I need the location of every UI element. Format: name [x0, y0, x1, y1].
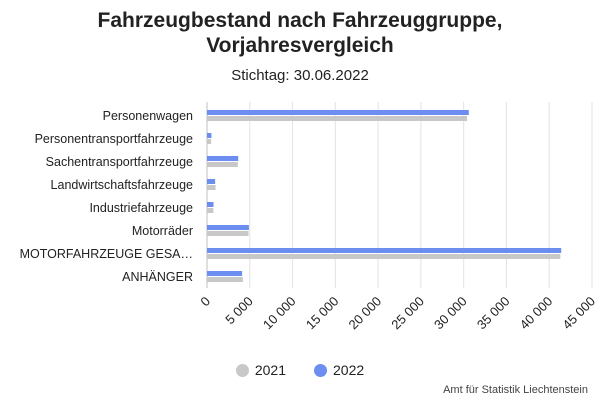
bar-2021[interactable]: [207, 139, 212, 144]
x-tick-label: 5 000: [222, 294, 256, 328]
x-tick-labels: 0 5 000 10 000 15 000 20 000 25 000 30 000 35 0…: [197, 294, 598, 333]
legend-label-2022: 2022: [333, 362, 365, 378]
bar-2022[interactable]: [207, 225, 249, 230]
plot-area: Personenwagen Personentransportfahrzeuge S…: [20, 102, 598, 333]
bar-2021[interactable]: [207, 116, 468, 121]
category-label: Landwirtschaftsfahrzeuge: [51, 178, 193, 192]
category-labels: Personenwagen Personentransportfahrzeuge S…: [20, 109, 193, 284]
x-tick-label: 25 000: [388, 294, 427, 333]
bar-2022[interactable]: [207, 202, 214, 207]
legend-item-2021[interactable]: 2021: [235, 362, 286, 378]
legend-swatch-2021: [235, 363, 249, 377]
x-tick-label: 0: [197, 294, 213, 310]
bar-2021[interactable]: [207, 231, 249, 236]
bar-2022[interactable]: [207, 179, 216, 184]
chart-title-line-2: Vorjahresvergleich: [206, 34, 394, 57]
category-label: Personentransportfahrzeuge: [35, 132, 193, 146]
category-label: Industriefahrzeuge: [89, 201, 193, 215]
x-tick-label: 15 000: [303, 294, 342, 333]
x-tick-label: 35 000: [474, 294, 513, 333]
category-label: Sachentransportfahrzeuge: [46, 155, 193, 169]
category-label: ANHÄNGER: [122, 270, 193, 284]
legend-swatch-2022: [314, 363, 327, 377]
legend: 2021 2022: [0, 362, 600, 378]
chart-subtitle: Stichtag: 30.06.2022: [231, 67, 369, 84]
bar-2021[interactable]: [207, 277, 243, 282]
bar-2022[interactable]: [207, 156, 239, 161]
legend-label-2021: 2021: [254, 362, 286, 378]
credit-text[interactable]: Amt für Statistik Liechtenstein: [443, 384, 588, 396]
x-tick-label: 20 000: [346, 294, 385, 333]
chart-title-line-1: Fahrzeugbestand nach Fahrzeuggruppe,: [97, 9, 503, 32]
bar-2022[interactable]: [207, 133, 212, 138]
x-tick-label: 30 000: [431, 294, 470, 333]
x-tick-label: 10 000: [260, 294, 299, 333]
x-tick-label: 40 000: [517, 294, 556, 333]
grid-lines: [206, 102, 593, 288]
bar-2021[interactable]: [207, 185, 216, 190]
bars: [207, 110, 562, 282]
legend-item-2022[interactable]: 2022: [314, 362, 364, 378]
category-label: Personenwagen: [103, 109, 193, 123]
x-tick-label: 45 000: [559, 294, 598, 333]
bar-2021[interactable]: [207, 254, 561, 259]
bar-2022[interactable]: [207, 248, 562, 253]
bar-2021[interactable]: [207, 162, 238, 167]
category-label: MOTORFAHRZEUGE GESA…: [20, 247, 193, 261]
category-label: Motorräder: [132, 224, 193, 238]
bar-2022[interactable]: [207, 110, 469, 115]
bar-2021[interactable]: [207, 208, 214, 213]
bar-2022[interactable]: [207, 271, 243, 276]
